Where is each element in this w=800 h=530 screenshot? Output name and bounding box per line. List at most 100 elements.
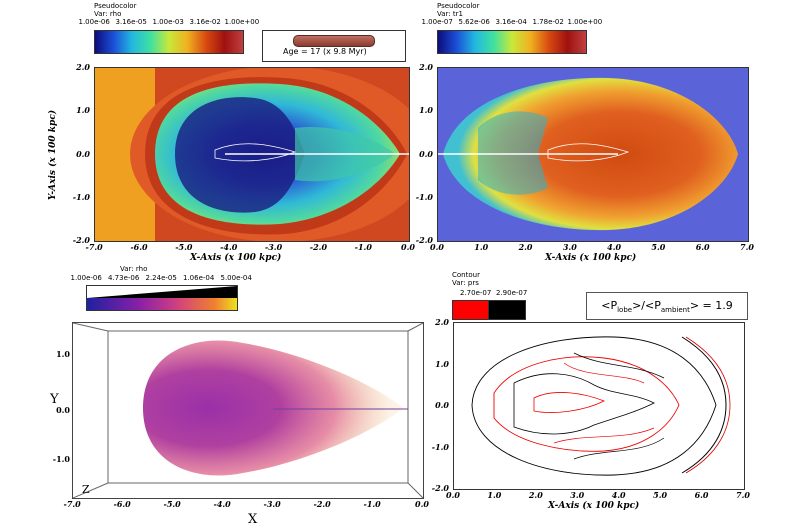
contour-x-tick: 3.0 — [570, 490, 585, 500]
vol-x-axis-title: X — [248, 512, 258, 527]
tr1-colorbar-tick: 1.00e-07 — [421, 18, 453, 26]
contour-y-tick: 1.0 — [435, 358, 449, 369]
vol-colorbar-ticks: 1.00e-06 4.73e-06 2.24e-05 1.06e-04 5.00e-04 — [71, 274, 252, 284]
rho-x-tick: -5.0 — [175, 242, 193, 252]
rho-x-ticks: -7.0 -6.0 -5.0 -4.0 -3.0 -2.0 -1.0 0.0 — [86, 242, 415, 252]
rho-y-tick: 0.0 — [76, 148, 90, 159]
tr1-colorbar — [437, 30, 587, 54]
rho-y-tick: 1.0 — [76, 105, 90, 116]
vol-y-axis-title: Y — [50, 392, 59, 407]
volume-render — [72, 322, 424, 499]
rho-legend-title: Pseudocolor — [94, 2, 137, 10]
rho-map — [95, 68, 409, 241]
contour-legend-label-1: 2.70e-07 — [460, 289, 492, 297]
vol-colorbar-tick: 1.06e-04 — [183, 274, 215, 282]
vol-colorbar-tick: 4.73e-06 — [108, 274, 140, 282]
contour-x-tick: 0.0 — [446, 490, 460, 500]
contour-y-tick: 0.0 — [435, 400, 449, 410]
vol-y-tick: 1.0 — [56, 348, 70, 359]
rho-colorbar-tick: 3.16e-02 — [189, 18, 221, 26]
rho-x-tick: -3.0 — [264, 242, 283, 252]
ratio-sub-lobe: lobe — [617, 306, 633, 315]
rho-y-axis-title: Y-Axis (x 100 kpc) — [48, 109, 58, 201]
tr1-x-tick: 6.0 — [695, 242, 710, 252]
age-box: Age = 17 (x 9.8 Myr) — [262, 30, 406, 62]
tr1-x-tick: 5.0 — [651, 242, 666, 252]
ratio-sub-ambient: ambient — [660, 306, 690, 315]
tr1-plot — [437, 67, 749, 242]
rho-colorbar — [94, 30, 244, 54]
rho-colorbar-tick: 1.00e+00 — [224, 18, 260, 26]
tr1-y-tick: -1.0 — [415, 191, 433, 202]
vol-z-axis-title: Z — [82, 483, 90, 496]
rho-plot — [94, 67, 410, 242]
rho-x-tick: -2.0 — [309, 242, 328, 252]
rho-y-ticks: 2.0 1.0 0.0 -1.0 -2.0 — [60, 62, 92, 245]
contour-legend-swatch-red — [452, 300, 490, 320]
contour-y-ticks: 2.0 1.0 0.0 -1.0 -2.0 — [423, 317, 451, 493]
tr1-x-axis-title: X-Axis (x 100 kpc) — [545, 253, 637, 263]
tr1-colorbar-ticks: 1.00e-07 5.62e-06 3.16e-04 1.78e-02 1.00e+00 — [422, 18, 603, 28]
contour-x-tick: 6.0 — [694, 490, 709, 500]
rho-colorbar-ticks: 1.00e-06 3.16e-05 1.00e-03 3.16e-02 1.00e+00 — [79, 18, 260, 28]
vol-legend-var: Var: rho — [120, 265, 148, 273]
ratio-p2: >/<P — [632, 299, 661, 312]
tr1-x-tick: 1.0 — [474, 242, 489, 252]
tr1-y-tick: -2.0 — [415, 235, 433, 245]
contour-x-ticks: 0.0 1.0 2.0 3.0 4.0 5.0 6.0 7.0 — [446, 490, 750, 500]
tr1-y-tick: 0.0 — [419, 148, 433, 159]
tr1-x-tick: 3.0 — [562, 242, 577, 252]
age-progress-bar — [293, 35, 375, 47]
tr1-x-tick: 4.0 — [607, 242, 622, 252]
rho-colorbar-tick: 1.00e-03 — [152, 18, 184, 26]
ratio-p3: > = 1.9 — [689, 299, 733, 312]
vol-x-tick: -2.0 — [313, 499, 331, 509]
tr1-colorbar-tick: 5.62e-06 — [458, 18, 490, 26]
rho-x-tick: -1.0 — [354, 242, 372, 252]
vol-x-tick: -7.0 — [63, 499, 81, 509]
contour-x-tick: 7.0 — [736, 490, 750, 500]
contour-x-tick: 4.0 — [611, 490, 626, 500]
ratio-p1: <P — [601, 299, 618, 312]
rho-y-tick: 2.0 — [76, 62, 90, 72]
rho-x-tick: -6.0 — [130, 242, 148, 252]
vol-colorbar-tick: 2.24e-05 — [145, 274, 177, 282]
age-label: Age = 17 (x 9.8 Myr) — [283, 47, 367, 56]
rho-colorbar-tick: 3.16e-05 — [115, 18, 147, 26]
vol-colorbar — [86, 285, 238, 311]
contour-y-tick: -2.0 — [431, 483, 449, 493]
vol-y-tick: -1.0 — [52, 453, 70, 464]
vol-y-tick: 0.0 — [56, 404, 70, 415]
vol-x-tick: -5.0 — [163, 499, 181, 509]
rho-x-tick: 0.0 — [401, 242, 415, 252]
contour-legend-swatch-black — [488, 300, 526, 320]
vol-y-ticks: 1.0 0.0 -1.0 — [50, 322, 72, 497]
tr1-colorbar-tick: 1.78e-02 — [532, 18, 564, 26]
tr1-colorbar-tick: 1.00e+00 — [567, 18, 603, 26]
contour-x-tick: 5.0 — [653, 490, 668, 500]
vol-x-tick: -3.0 — [263, 499, 281, 509]
tr1-x-tick: 0.0 — [430, 242, 444, 252]
contour-y-tick: -1.0 — [431, 441, 449, 452]
rho-y-tick: -2.0 — [72, 235, 90, 245]
contour-x-axis-title: X-Axis (x 100 kpc) — [548, 501, 640, 511]
contour-y-tick: 2.0 — [435, 317, 449, 327]
tr1-colorbar-tick: 3.16e-04 — [495, 18, 527, 26]
vol-x-ticks: -7.0 -6.0 -5.0 -4.0 -3.0 -2.0 -1.0 0.0 — [64, 499, 429, 509]
tr1-y-ticks: 2.0 1.0 0.0 -1.0 -2.0 — [403, 62, 435, 245]
vol-colorbar-tick: 1.00e-06 — [70, 274, 102, 282]
rho-x-axis-title: X-Axis (x 100 kpc) — [190, 253, 282, 263]
rho-colorbar-tick: 1.00e-06 — [78, 18, 110, 26]
contour-legend-var: Var: prs — [452, 279, 479, 287]
tr1-legend-title: Pseudocolor — [437, 2, 480, 10]
contour-legend-title: Contour — [452, 271, 480, 279]
vol-x-tick: -6.0 — [113, 499, 131, 509]
rho-legend-var: Var: rho — [94, 10, 122, 18]
tr1-y-tick: 2.0 — [419, 62, 433, 72]
vol-x-tick: 0.0 — [415, 499, 429, 509]
tr1-x-tick: 2.0 — [518, 242, 533, 252]
rho-y-tick: -1.0 — [72, 191, 90, 202]
pressure-ratio-box: <Plobe>/<Pambient> = 1.9 — [586, 292, 748, 320]
contour-x-tick: 2.0 — [528, 490, 543, 500]
